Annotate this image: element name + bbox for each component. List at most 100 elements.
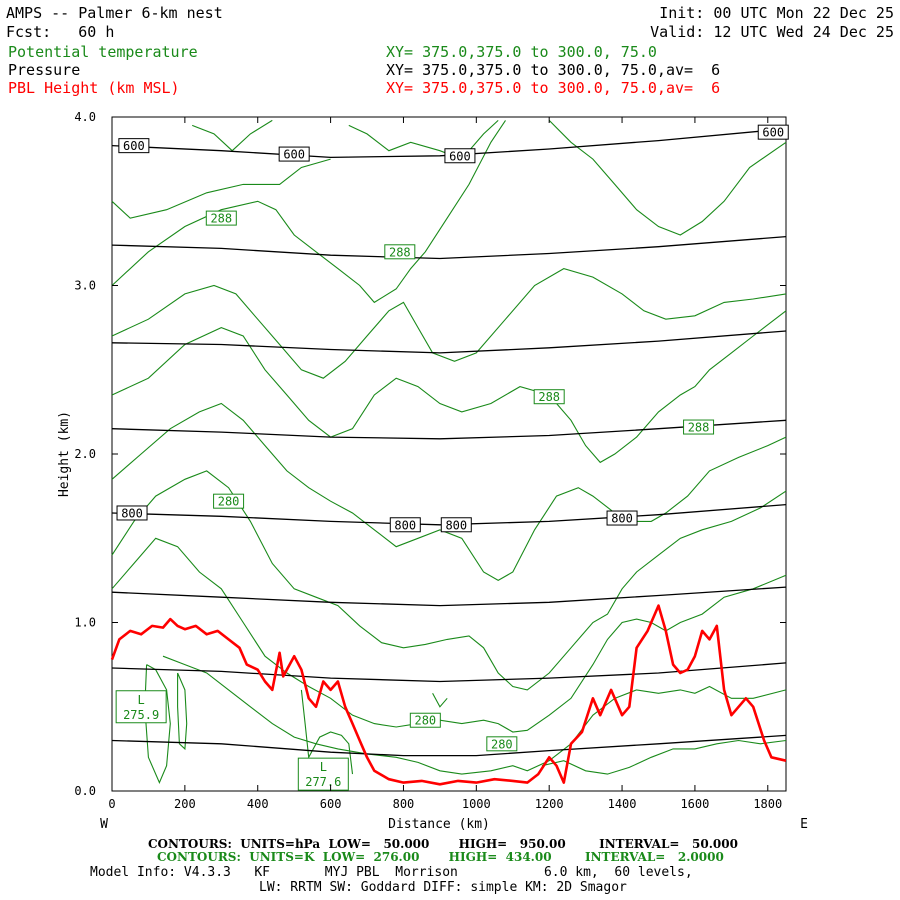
pressure-label: 800 [389, 517, 421, 533]
theta-label: 288 [533, 389, 565, 405]
x-tick-label: 1400 [608, 797, 637, 811]
theta-label: 288 [205, 210, 237, 226]
pressure-contour-650 [111, 235, 787, 260]
theta-label-box [384, 244, 416, 260]
theta-contour-line [111, 268, 787, 379]
theta-contour-line [541, 739, 787, 775]
model-title: AMPS -- Palmer 6-km nest [6, 4, 223, 22]
pressure-label-text: 800 [394, 518, 416, 532]
theta-label-box [533, 389, 565, 405]
theta-low-box [297, 757, 349, 791]
y-tick-label: 1.0 [74, 616, 96, 630]
pressure-label-text: 600 [449, 149, 471, 163]
contour-labels: 600 600 600 600 800 800 800 800 288 288 288 288 280 2… [115, 124, 789, 791]
theta-contour-line [432, 693, 448, 708]
xy-pbl: XY= 375.0,375.0 to 300.0, 75.0,av= 6 [386, 79, 721, 97]
pressure-label-text: 800 [445, 518, 467, 532]
theta-contour-line [348, 119, 499, 160]
pressure-label-box [118, 138, 150, 154]
x-tick-label: 1600 [680, 797, 709, 811]
pressure-label-box [278, 146, 310, 162]
pressure-label-box [606, 510, 638, 526]
x-tick-label: 200 [174, 797, 196, 811]
valid-time: Valid: 12 UTC Wed 24 Dec 25 [650, 23, 894, 41]
pressure-label-box [757, 124, 789, 140]
theta-contour-line [111, 537, 787, 733]
footer-model-info: Model Info: V4.3.3 KF MYJ PBL Morrison 6… [90, 865, 693, 880]
xy-theta: XY= 375.0,375.0 to 300.0, 75.0 [386, 43, 657, 61]
pressure-label-box [389, 517, 421, 533]
pressure-label-box [440, 517, 472, 533]
theta-contour-line [111, 310, 787, 464]
x-tick-label: 1000 [462, 797, 491, 811]
theta-label-box [205, 210, 237, 226]
theta-label: 288 [384, 244, 416, 260]
pressure-label: 800 [440, 517, 472, 533]
theta-label-text: 288 [688, 421, 710, 435]
theta-low-value: 275.9 [123, 708, 159, 722]
theta-low-value: 277.6 [305, 775, 341, 789]
theta-label: 288 [683, 419, 715, 435]
theta-label: 280 [486, 736, 518, 752]
field-theta-label: Potential temperature [8, 43, 198, 61]
theta-label-text: 288 [389, 245, 411, 259]
pressure-contour-700 [111, 330, 787, 354]
pbl-height-line [110, 604, 787, 786]
pressure-label: 800 [116, 505, 148, 521]
west-label: W [100, 817, 108, 832]
theta-label-text: 280 [491, 737, 513, 751]
pressure-label-text: 600 [283, 148, 305, 162]
pressure-label-box [116, 505, 148, 521]
theta-contour-line [300, 689, 354, 775]
theta-low-box [115, 690, 167, 724]
theta-contour-line [177, 672, 188, 751]
init-time: Init: 00 UTC Mon 22 Dec 25 [659, 4, 894, 22]
axes: 0 200 400 600 800 1000 1200 1400 1600 1800 0.0 1.0 2… [57, 110, 808, 832]
footer-pressure-contours: CONTOURS: UNITS=hPa LOW= 50.000 HIGH= 95… [148, 837, 738, 851]
y-tick-label: 2.0 [74, 447, 96, 461]
theta-contour-line [111, 158, 331, 219]
field-pressure-label: Pressure [8, 61, 81, 79]
theta-label-text: 288 [210, 212, 232, 226]
forecast-hour: Fcst: 60 h [6, 23, 115, 41]
y-tick-label: 0.0 [74, 784, 96, 798]
theta-contour-line [144, 664, 171, 784]
pressure-contour-750 [111, 419, 787, 440]
pressure-label: 600 [757, 124, 789, 140]
field-pbl-label: PBL Height (km MSL) [8, 79, 180, 97]
pressure-label-text: 800 [121, 506, 143, 520]
x-tick-label: 1800 [753, 797, 782, 811]
pressure-label: 600 [118, 138, 150, 154]
pressure-label-text: 600 [123, 139, 145, 153]
x-tick-label: 0 [108, 797, 115, 811]
theta-label-text: 280 [218, 495, 240, 509]
theta-label-box [486, 736, 518, 752]
theta-label: 280 [409, 712, 441, 728]
pressure-contour-950 [111, 734, 787, 757]
theta-label-box [213, 493, 245, 509]
theta-contour-line [162, 655, 787, 775]
footer-physics: LW: RRTM SW: Goddard DIFF: simple KM: 2D… [259, 880, 627, 895]
pressure-label: 600 [278, 146, 310, 162]
theta-low-symbol: L [138, 693, 145, 707]
pressure-label-text: 600 [762, 126, 784, 140]
x-tick-label: 1200 [535, 797, 564, 811]
pressure-label: 600 [444, 148, 476, 164]
pressure-label-text: 800 [611, 512, 633, 526]
theta-label-text: 288 [538, 390, 560, 404]
theta-label-box [683, 419, 715, 435]
x-tick-label: 800 [393, 797, 415, 811]
y-axis-label: Height (km) [57, 411, 72, 497]
pressure-contour-900 [111, 662, 787, 683]
x-tick-label: 400 [247, 797, 269, 811]
theta-contour-line [192, 119, 273, 152]
theta-contour-line [548, 120, 787, 236]
theta-low-symbol: L [320, 760, 327, 774]
pressure-contour-850 [111, 586, 787, 607]
pressure-contours [111, 128, 787, 757]
theta-label-text: 280 [414, 714, 436, 728]
xy-pressure: XY= 375.0,375.0 to 300.0, 75.0,av= 6 [386, 61, 721, 79]
